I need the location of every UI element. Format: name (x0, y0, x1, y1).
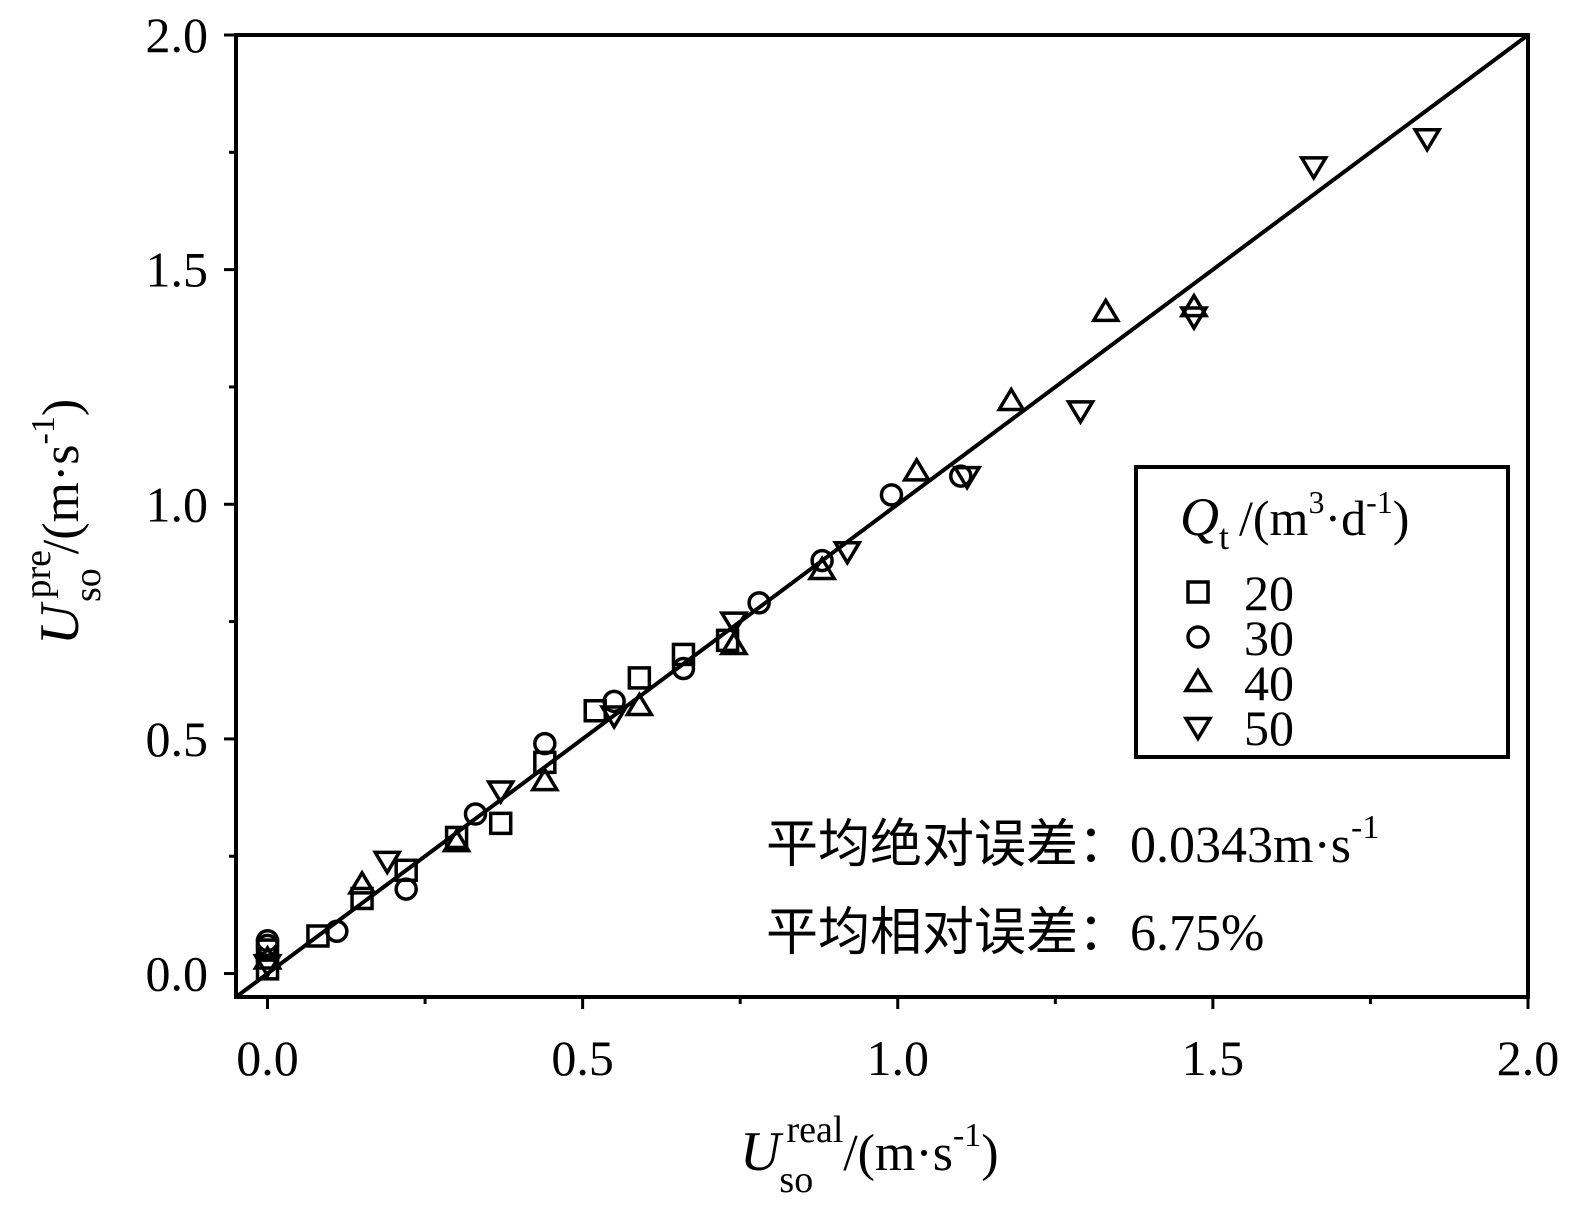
x-tick-label: 1.5 (1182, 1030, 1245, 1086)
data-point-40 (624, 691, 655, 717)
data-point-20 (350, 886, 374, 911)
y-tick-label: 1.0 (146, 476, 209, 532)
legend-title: Qt/(m3·d-1) (1180, 484, 1409, 557)
legend-label-40: 40 (1244, 655, 1294, 711)
data-point-50 (485, 780, 516, 806)
data-point-30 (325, 919, 349, 944)
data-point-30 (879, 483, 904, 507)
data-point-30 (394, 877, 418, 901)
legend-box (1134, 465, 1510, 759)
data-point-30 (463, 802, 488, 826)
x-tick-label: 2.0 (1497, 1030, 1560, 1086)
data-point-30 (810, 548, 834, 573)
data-point-30 (747, 591, 771, 615)
annotation-mae-value: 0.0343m·s (1130, 817, 1351, 874)
annotation-mre-label: 平均相对误差： (766, 905, 1130, 962)
annotation-mre-value: 6.75% (1130, 905, 1264, 962)
data-point-40 (346, 869, 378, 895)
x-tick-label: 0.0 (236, 1030, 299, 1086)
y-axis-title: Upre so/(m·s-1) (17, 399, 109, 645)
data-point-50 (372, 850, 403, 876)
legend-marker-50 (1182, 716, 1214, 742)
annotation-mae: 平均绝对误差：0.0343m·s-1 (766, 809, 1379, 874)
data-point-20 (583, 698, 607, 723)
data-point-50 (718, 611, 749, 637)
data-point-50 (1412, 127, 1443, 154)
legend-marker-20 (1186, 580, 1210, 604)
legend-marker-30 (1186, 625, 1210, 649)
y-tick-label: 0.0 (146, 946, 209, 1002)
data-point-40 (441, 827, 472, 853)
annotation-mae-label: 平均绝对误差： (766, 817, 1130, 874)
y-tick-label: 0.5 (146, 711, 209, 767)
y-axis-ticks: 0.0 0.5 1.0 1.5 2.0 (146, 7, 236, 1002)
legend-label-20: 20 (1244, 565, 1294, 621)
data-point-50 (599, 705, 630, 731)
data-point-20 (671, 642, 696, 667)
data-point-40 (1090, 296, 1121, 323)
y-tick-label: 1.5 (146, 242, 209, 298)
plot-frame (234, 33, 1530, 999)
data-point-50 (252, 953, 283, 980)
data-point-50 (832, 540, 863, 567)
data-point-40 (252, 944, 283, 970)
x-tick-label: 0.5 (551, 1030, 614, 1086)
data-point-50 (1065, 400, 1096, 426)
x-axis-ticks: 0.0 0.5 1.0 1.5 2.0 (236, 997, 1559, 1086)
data-markers (252, 127, 1443, 981)
legend-label-50: 50 (1244, 700, 1294, 756)
x-tick-label: 1.0 (867, 1030, 930, 1086)
data-point-30 (671, 656, 696, 681)
data-point-40 (1178, 292, 1210, 318)
annotation-mre: 平均相对误差：6.75% (766, 905, 1264, 962)
data-point-20 (627, 666, 652, 690)
data-point-40 (529, 766, 560, 792)
data-point-40 (996, 386, 1027, 412)
y-tick-label: 2.0 (146, 7, 209, 63)
data-point-40 (901, 456, 932, 482)
data-point-30 (602, 689, 626, 714)
legend-marker-40 (1182, 667, 1214, 693)
data-point-50 (951, 465, 983, 492)
data-point-40 (718, 630, 749, 656)
data-point-50 (1298, 156, 1329, 182)
data-point-20 (488, 811, 513, 836)
data-point-50 (1178, 306, 1210, 332)
data-point-30 (533, 731, 557, 756)
legend-label-30: 30 (1244, 610, 1294, 666)
data-point-40 (807, 555, 838, 581)
